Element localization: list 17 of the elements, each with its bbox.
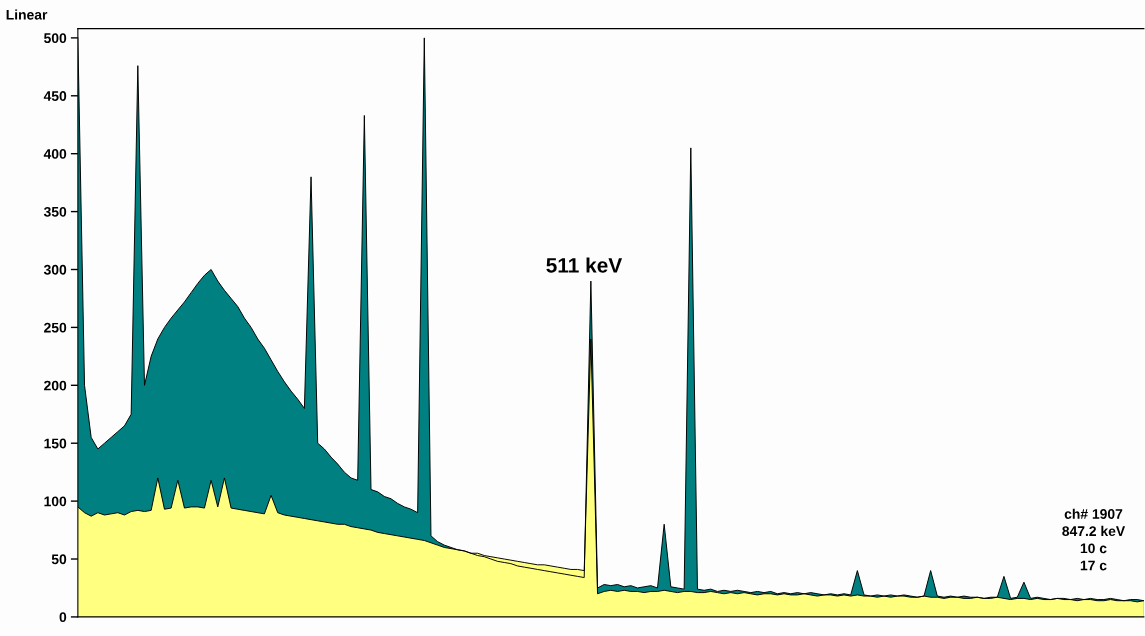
y-tick-label: 400 — [43, 149, 67, 159]
y-tick-label: 0 — [59, 612, 67, 623]
text: Linear — [6, 9, 48, 20]
annotation: 10 c — [1080, 543, 1107, 554]
y-tick-label: 300 — [43, 264, 67, 275]
annotation: 17 c — [1080, 560, 1107, 571]
y-tick-label: 500 — [44, 33, 67, 44]
y-tick-label: 450 — [43, 91, 67, 101]
y-tick-label: 150 — [44, 438, 67, 449]
y-tick-label: 350 — [43, 206, 67, 217]
annotation: ch# 1907 — [1064, 508, 1123, 519]
y-tick-label: 50 — [51, 554, 67, 565]
y-tick-label: 250 — [44, 322, 67, 333]
y-tick-label: 100 — [44, 496, 67, 507]
y-tick-label: 200 — [44, 380, 67, 391]
annotation: 847.2 keV — [1062, 525, 1126, 537]
annotation: 511 keV — [546, 257, 623, 273]
